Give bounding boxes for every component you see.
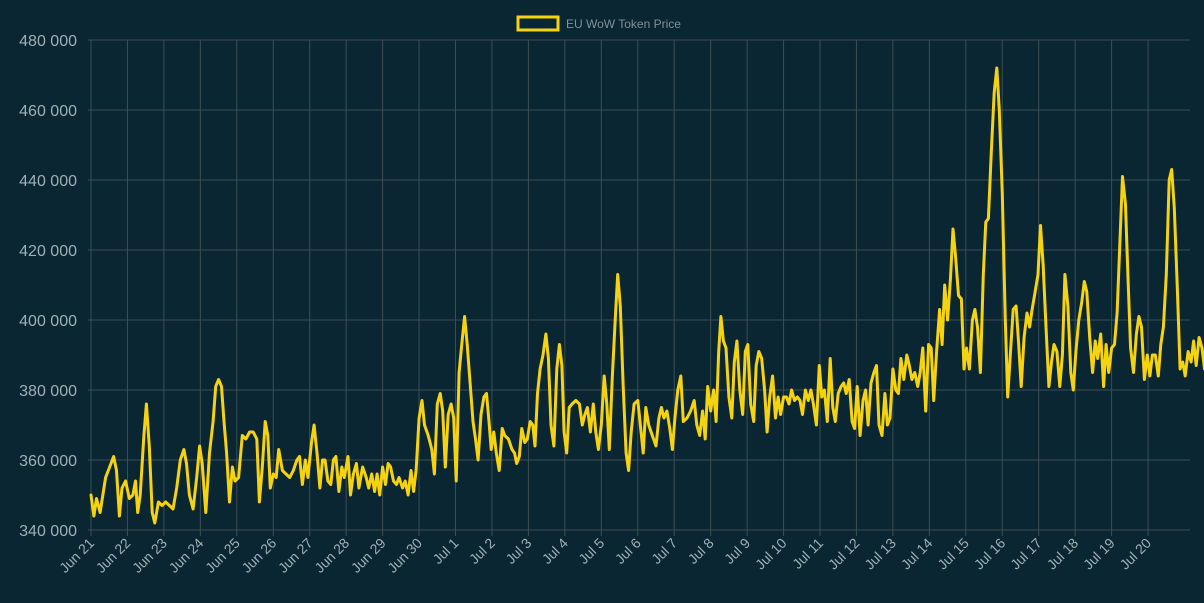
x-tick-label: Jul 4 [539,535,571,567]
x-tick-label: Jul 18 [1044,535,1082,573]
x-tick-label: Jun 25 [202,535,243,576]
x-tick-label: Jun 27 [275,535,316,576]
grid [88,39,1190,536]
x-tick-label: Jul 9 [721,535,753,567]
x-tick-label: Jul 8 [685,535,717,567]
y-tick-label: 360 000 [19,453,77,470]
x-tick-label: Jul 2 [466,535,498,567]
x-tick-label: Jul 11 [789,535,826,572]
x-tick-label: Jul 6 [612,535,644,567]
y-tick-label: 440 000 [19,173,77,190]
x-tick-label: Jul 16 [971,535,1009,573]
x-tick-label: Jun 23 [129,535,170,576]
x-tick-label: Jul 19 [1080,535,1118,573]
x-tick-label: Jul 3 [502,535,534,567]
series-line-eu-wow-token-price [89,66,1204,525]
legend-label[interactable]: EU WoW Token Price [566,17,681,31]
x-tick-label: Jun 26 [238,535,279,576]
x-tick-label: Jul 14 [898,535,936,573]
x-tick-label: Jun 24 [165,535,206,576]
y-tick-label: 480 000 [19,33,77,50]
y-tick-label: 340 000 [19,523,77,540]
x-tick-label: Jun 21 [56,535,97,576]
x-tick-label: Jul 13 [861,535,899,573]
x-tick-label: Jul 10 [752,535,790,573]
x-tick-label: Jul 1 [429,535,461,567]
y-axis: 340 000 360 000 380 000 400 000 420 000 440 0… [19,33,77,540]
x-tick-label: Jun 29 [348,535,389,576]
x-tick-label: Jun 30 [384,535,425,576]
x-tick-label: Jul 5 [575,535,607,567]
legend[interactable]: EU WoW Token Price [516,15,681,32]
x-tick-label: Jul 12 [825,535,863,573]
legend-swatch[interactable] [516,15,560,32]
y-tick-label: 420 000 [19,243,77,260]
x-tick-label: Jul 7 [648,535,680,567]
x-tick-label: Jul 15 [934,535,972,573]
x-tick-label: Jul 20 [1116,535,1154,573]
x-tick-label: Jul 17 [1007,535,1045,573]
y-tick-label: 380 000 [19,383,77,400]
y-tick-label: 400 000 [19,313,77,330]
x-tick-label: Jun 28 [311,535,352,576]
y-tick-label: 460 000 [19,103,77,120]
x-tick-label: Jun 22 [93,535,134,576]
